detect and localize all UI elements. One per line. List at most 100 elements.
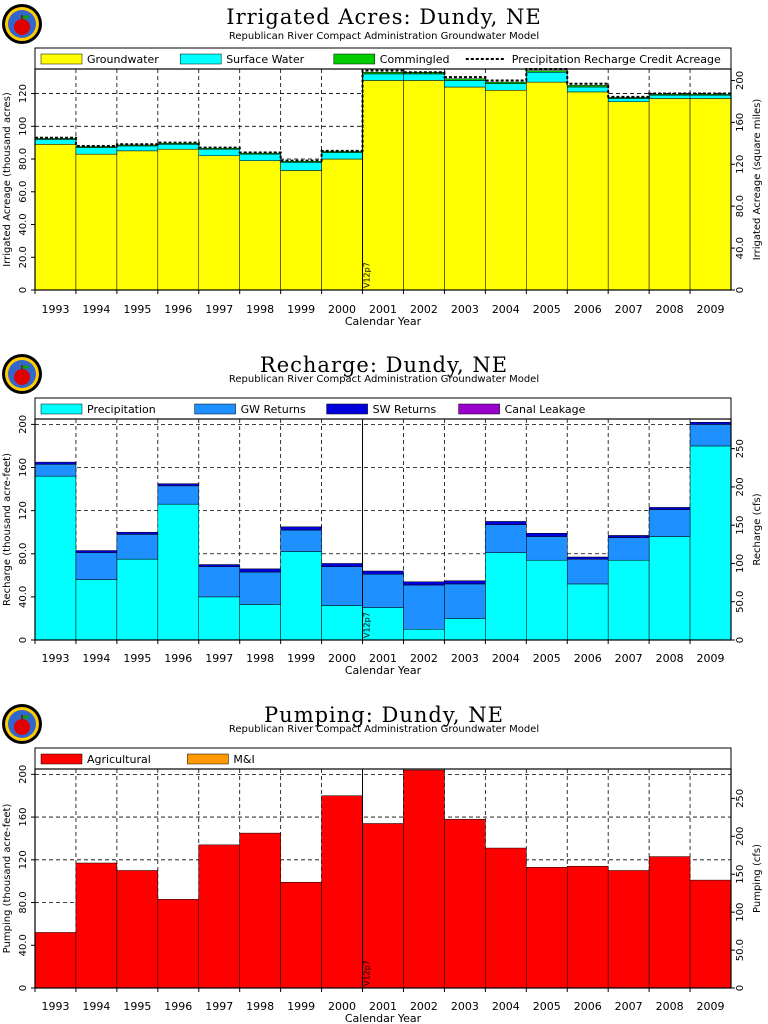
legend-label: M&I [233,753,254,766]
x-tick-label: 1993 [41,303,69,316]
pumping-chart: Agricultural M&IV12p7040.080.012016020005… [2,747,763,1024]
y-right-tick-label: 150 [735,865,746,884]
x-tick-label: 1996 [164,652,192,665]
bar-segment [566,558,609,585]
y-tick-label: 20.0 [18,246,29,268]
legend-label: Groundwater [87,53,159,66]
bar-segment [689,445,732,641]
y-tick-label: 40.0 [18,213,29,235]
y-axis-title-right: Recharge (cfs) [752,493,763,565]
bar-segment [607,559,650,641]
bar-segment [485,90,527,291]
chart-subtitle: Republican River Compact Administration … [228,374,540,385]
recharge-panel: Recharge: Dundy, NE Republican River Com… [0,350,768,690]
bar-segment [116,150,159,291]
bar-segment [566,85,609,88]
y-tick-label: 40.0 [18,586,29,608]
y-right-tick-label: 200 [735,71,746,90]
bar-segment [444,583,486,619]
bar-segment [444,580,486,585]
bar-segment [198,566,240,598]
x-tick-label: 2005 [533,303,561,316]
x-tick-label: 2004 [492,1000,520,1013]
x-tick-label: 2007 [615,1000,643,1013]
bar-segment [116,558,159,641]
bar-segment [239,153,281,161]
bar-segment [444,818,486,989]
bar-segment [239,604,281,641]
version-marker-label: V12p7 [363,262,372,288]
bar-segment [75,147,118,155]
bar-segment [362,73,404,81]
bar-segment [566,556,609,560]
y-right-tick-label: 200 [735,477,746,496]
bar-segment [198,596,240,641]
bar-segment [321,158,363,291]
x-tick-label: 2007 [615,652,643,665]
bar-segment [157,485,200,505]
pumping-panel: Pumping: Dundy, NE Republican River Comp… [0,700,768,1024]
bar-segment [239,571,281,605]
x-tick-label: 1997 [205,1000,233,1013]
y-right-tick-label: 250 [735,789,746,808]
y-axis-title: Pumping (thousand acre-feet) [2,804,13,954]
legend-label: Precipitation Recharge Credit Acreage [512,53,721,66]
x-tick-label: 1997 [205,652,233,665]
y-tick-label: 160 [18,458,29,477]
y-tick-label: 80.0 [18,543,29,565]
y-right-tick-label: 150 [735,516,746,535]
y-right-tick-label: 100 [735,903,746,922]
chart-title: Recharge: Dundy, NE [259,353,509,377]
version-marker-label: V12p7 [363,612,372,638]
bar-segment [607,101,650,291]
bar-segment [689,94,732,99]
bar-segment [198,155,240,291]
y-axis-title: Recharge (thousand acre-feet) [2,453,13,606]
x-tick-label: 2001 [369,1000,397,1013]
irrigated-acres-panel: Irrigated Acres: Dundy, NE Republican Ri… [0,0,768,340]
bar-segment [116,870,159,989]
plot-frame [34,68,732,291]
bar-segment [648,856,691,989]
bar-segment [198,148,240,157]
y-tick-label: 60.0 [18,181,29,203]
y-tick-label: 160 [18,808,29,827]
bar-segment [403,73,445,81]
bar-segment [34,475,77,641]
bar-segment [362,823,404,989]
y-axis-title-right: Irrigated Acreage (square miles) [752,99,763,261]
x-tick-label: 2009 [697,652,725,665]
x-tick-label: 1994 [82,1000,110,1013]
x-axis-title: Calendar Year [345,1012,422,1024]
bar-segment [648,509,691,537]
bar-segment [321,566,363,606]
legend-label: SW Returns [373,403,437,416]
x-tick-label: 2005 [533,652,561,665]
bar-segment [689,98,732,291]
bar-segment [321,563,363,567]
y-tick-label: 200 [18,415,29,434]
chart-title: Irrigated Acres: Dundy, NE [226,5,542,29]
bar-segment [566,86,609,93]
bar-segment [689,421,732,425]
x-tick-label: 1998 [246,303,274,316]
legend-label: Precipitation [87,403,156,416]
bar-segment [485,81,527,84]
y-tick-label: 80.0 [18,148,29,170]
bar-segment [403,584,445,630]
bar-segment [321,795,363,989]
plot-frame [34,768,732,989]
plot-frame [34,418,732,641]
bar-segment [526,559,568,641]
recharge-chart: Precipitation GW Returns SW Returns Canal L… [2,397,763,677]
bar-segment [526,72,568,83]
x-tick-label: 2000 [328,652,356,665]
x-tick-label: 2009 [697,303,725,316]
irrigated-acres-chart: Groundwater Surface Water Commingled Precip… [2,47,763,328]
legend-swatch [187,753,229,765]
x-tick-label: 1993 [41,1000,69,1013]
y-tick-label: 0 [18,637,29,643]
bar-segment [198,564,240,567]
x-tick-label: 1994 [82,652,110,665]
bar-segment [34,144,77,291]
